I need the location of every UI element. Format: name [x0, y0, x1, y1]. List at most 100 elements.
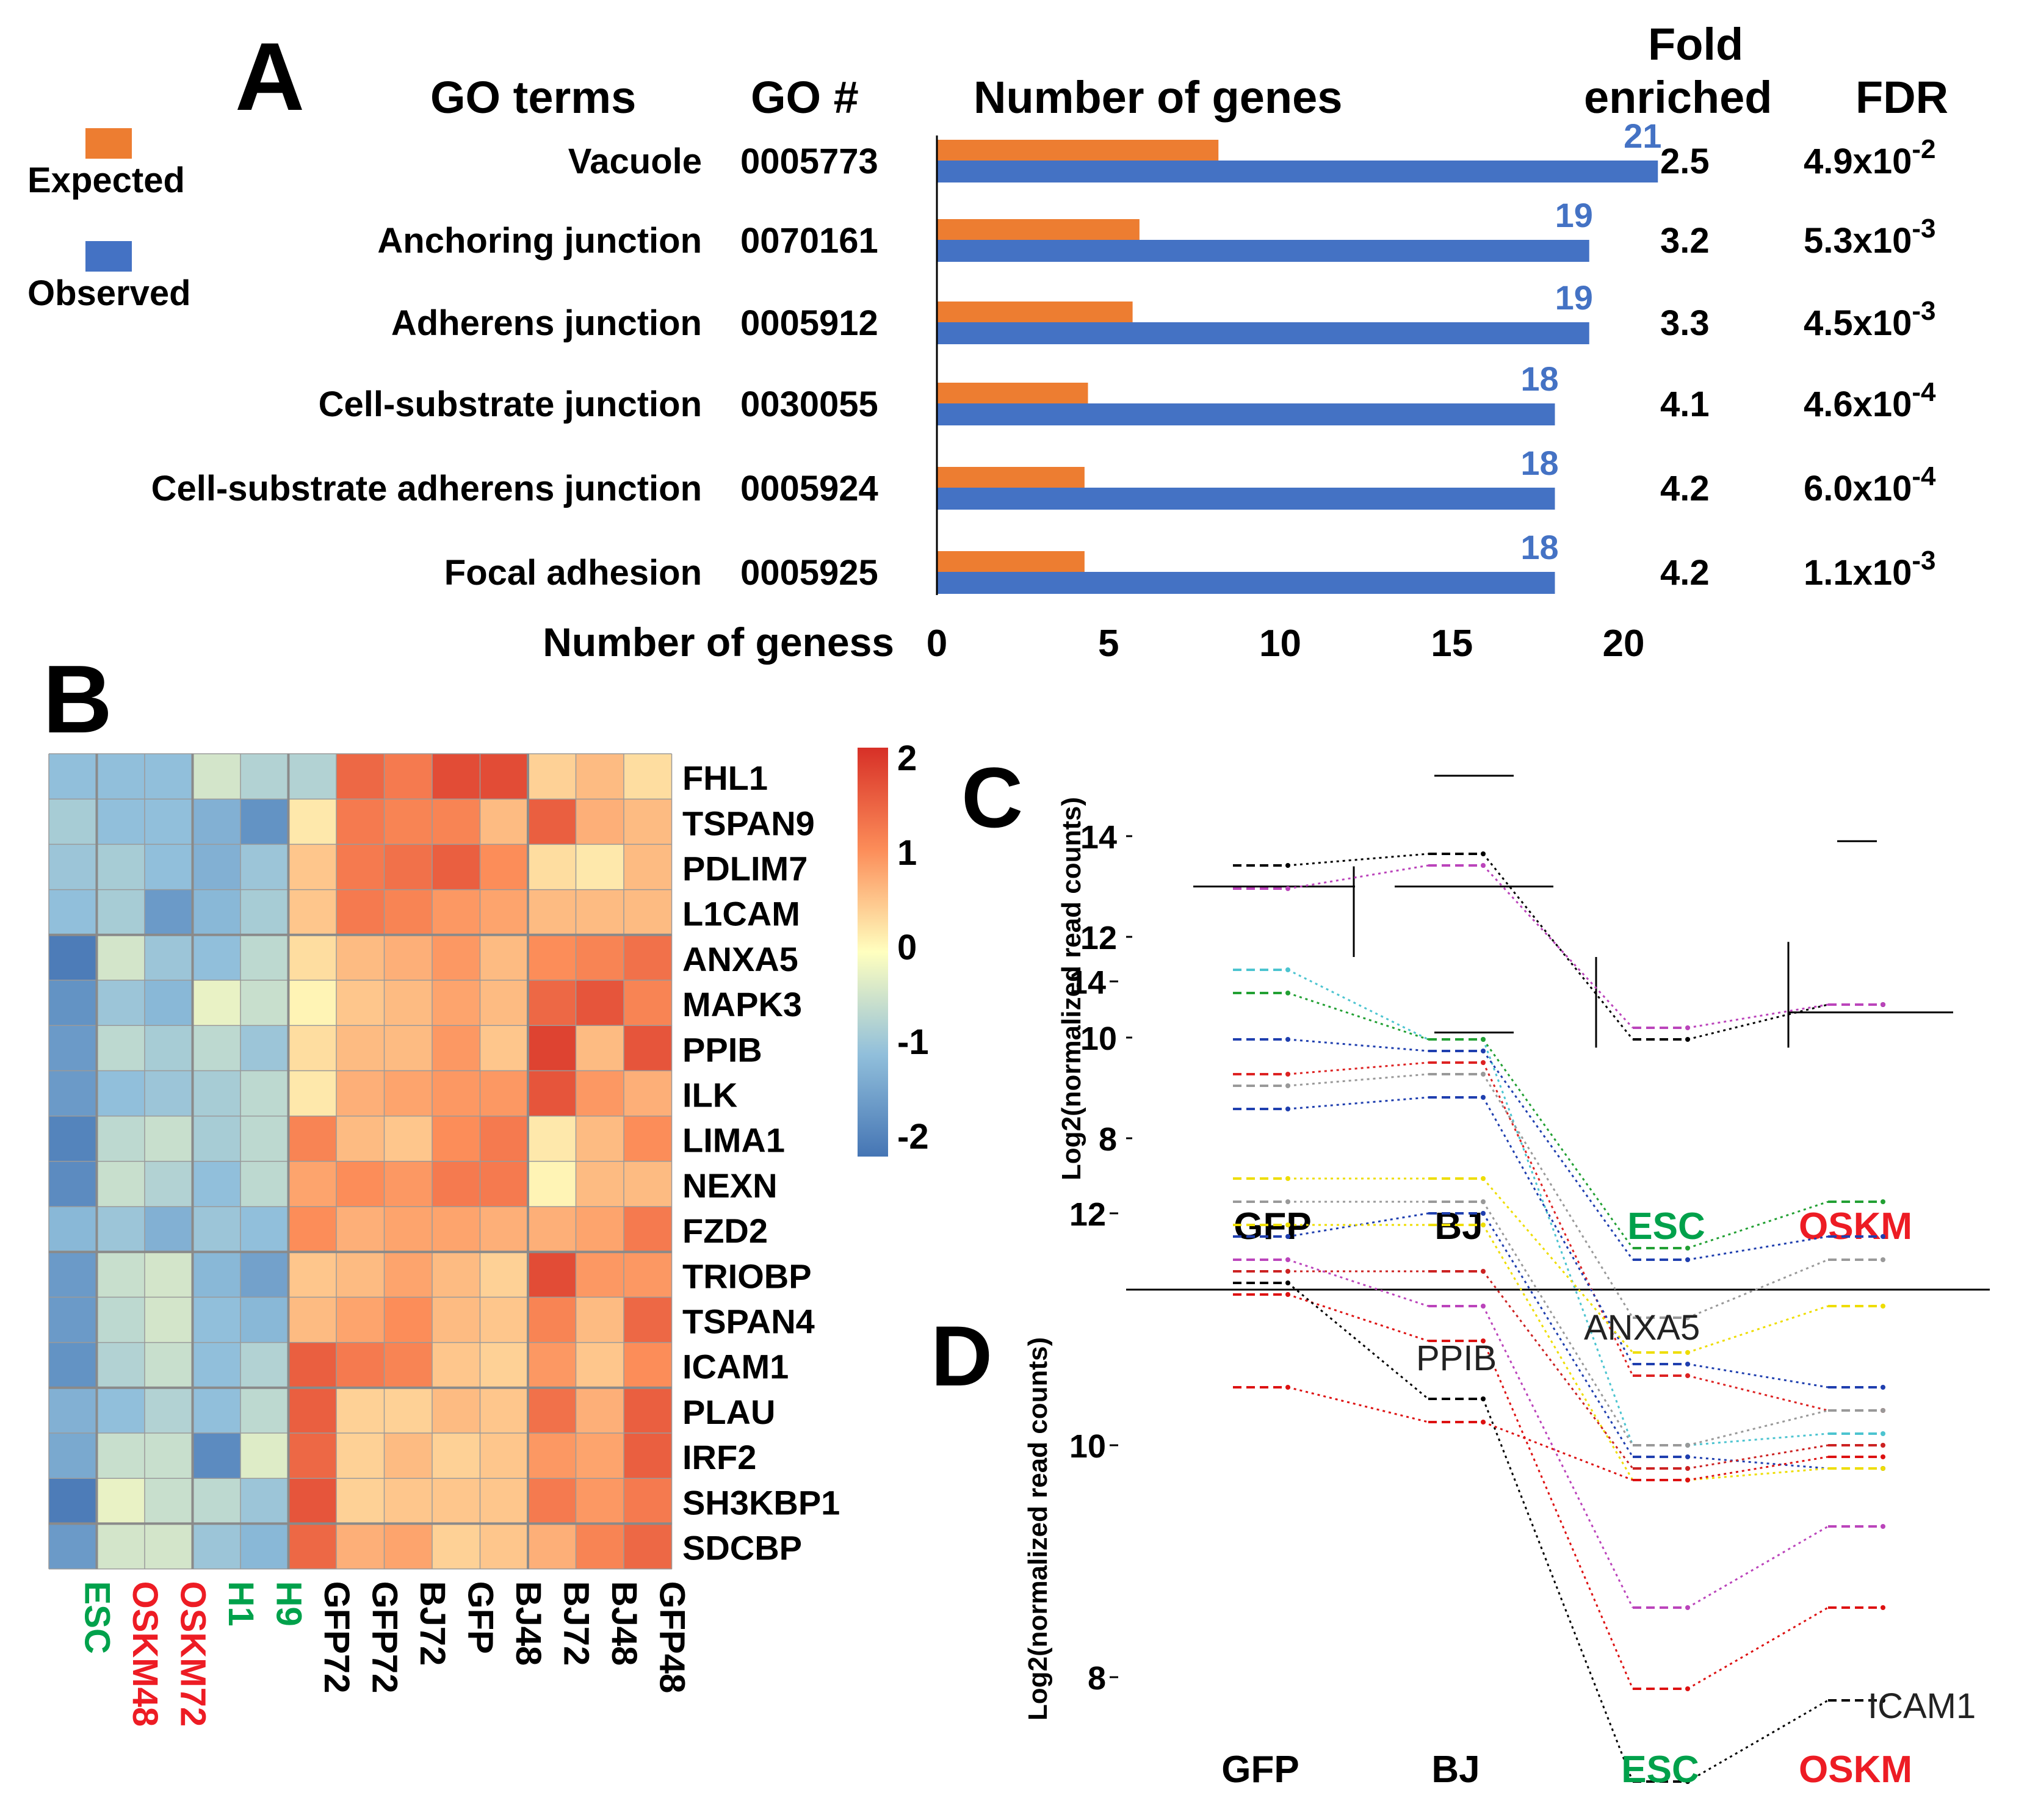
d-data-point	[1481, 1396, 1486, 1401]
heatmap-cell	[432, 1071, 481, 1117]
header-enriched: enriched	[1584, 72, 1772, 123]
d-data-point	[1285, 886, 1290, 891]
d-connector-line	[1482, 1074, 1634, 1318]
d-data-point	[1285, 1385, 1290, 1390]
heatmap-cell	[336, 1207, 385, 1252]
d-plot: 8 10 12 14 GFP BJ ESC OSKM	[1069, 851, 1912, 1791]
go-term-label: Vacuole	[568, 142, 702, 181]
d-data-point	[1881, 1408, 1885, 1413]
heatmap-row-label: ILK	[682, 1076, 737, 1114]
d-y-axis-label: Log2(normalized read counts)	[1023, 1337, 1053, 1721]
heatmap-cell	[288, 1207, 337, 1252]
heatmap-cell	[49, 1433, 98, 1479]
x-tick-label: 0	[927, 623, 947, 665]
heatmap-cell	[384, 1387, 433, 1434]
heatmap-row-label: TRIOBP	[682, 1257, 812, 1295]
heatmap-cell	[145, 934, 193, 981]
heatmap-cell	[480, 1071, 529, 1117]
heatmap-cell	[49, 1342, 98, 1388]
header-fold: Fold	[1648, 19, 1743, 70]
d-connector-line	[1687, 1699, 1829, 1783]
heatmap-cell	[192, 754, 241, 800]
heatmap-cell	[49, 1523, 98, 1570]
heatmap-cell	[432, 1523, 481, 1570]
heatmap-cell	[576, 844, 624, 890]
heatmap-cell	[336, 1161, 385, 1207]
expected-bar	[937, 551, 1085, 572]
heatmap-cell	[480, 980, 529, 1026]
heatmap-cell	[624, 844, 673, 890]
heatmap-cell	[384, 1161, 433, 1207]
header-go-terms: GO terms	[430, 72, 636, 123]
heatmap-column-label: GFP	[460, 1581, 500, 1654]
fdr-value: 4.5x10-3	[1804, 296, 1936, 343]
heatmap-column-labels: ESC OSKM48 OSKM72 H1 H9 GFP72 GFP72 BJ72 GFP BJ48…	[77, 1581, 692, 1727]
heatmap-cell	[528, 1252, 577, 1298]
heatmap-cell	[96, 889, 145, 936]
heatmap-cell	[49, 1161, 98, 1207]
d-data-point	[1481, 1095, 1486, 1100]
d-data-point	[1881, 1466, 1885, 1471]
d-data-point	[1285, 991, 1290, 995]
panel-label-a: A	[235, 23, 305, 131]
heatmap-cell	[145, 889, 193, 936]
d-connector-line	[1482, 1039, 1634, 1249]
d-data-point	[1685, 1025, 1690, 1030]
d-data-point	[1285, 1199, 1290, 1204]
d-data-point	[1285, 1257, 1290, 1262]
d-data-point	[1481, 1338, 1486, 1343]
d-data-point	[1481, 1037, 1486, 1042]
d-data-point	[1685, 1466, 1690, 1471]
heatmap-cell	[192, 799, 241, 845]
d-connector-line	[1482, 1271, 1634, 1469]
d-data-point	[1685, 1350, 1690, 1355]
heatmap-cell	[192, 1207, 241, 1252]
d-connector-line	[1687, 1305, 1829, 1354]
heatmap-cell	[288, 934, 337, 981]
go-number: 0030055	[740, 385, 878, 424]
d-data-point	[1881, 1199, 1885, 1204]
d-data-point	[1685, 1686, 1690, 1691]
heatmap-cell	[624, 1207, 673, 1252]
heatmap-cell	[288, 1342, 337, 1388]
d-data-point	[1481, 1060, 1486, 1065]
heatmap-cell	[145, 799, 193, 845]
heatmap-cell	[624, 1478, 673, 1524]
heatmap-cell	[336, 1297, 385, 1343]
d-data-point	[1481, 1269, 1486, 1274]
x-axis: Number of geness 0 5 10 15 20	[543, 135, 1644, 665]
d-data-point	[1285, 967, 1290, 972]
d-data-point	[1481, 1304, 1486, 1309]
d-data-point	[1285, 1292, 1290, 1297]
d-connector-line	[1482, 1340, 1634, 1689]
heatmap-cell	[432, 1252, 481, 1298]
heatmap-cell	[528, 1387, 577, 1434]
heatmap-cell	[624, 1161, 673, 1207]
d-data-point	[1285, 1107, 1290, 1111]
heatmap-cell	[192, 1342, 241, 1388]
heatmap-cell	[240, 1116, 289, 1162]
y-tick-label: 12	[1069, 1196, 1106, 1233]
d-group-label: ESC	[1621, 1749, 1699, 1791]
heatmap-cell	[288, 1387, 337, 1434]
d-data-point	[1685, 1478, 1690, 1482]
heatmap-cell	[432, 980, 481, 1026]
heatmap-row-label: SH3KBP1	[682, 1483, 840, 1522]
heatmap-row-labels: FHL1 TSPAN9 PDLIM7 L1CAM ANXA5 MAPK3 PPIB ILK LI…	[682, 759, 840, 1567]
heatmap-column-label: OSKM72	[173, 1581, 212, 1727]
heatmap-cell	[49, 889, 98, 936]
legend-observed-label: Observed	[27, 273, 191, 313]
heatmap-cell	[145, 1478, 193, 1524]
d-data-point	[1881, 1454, 1885, 1459]
observed-bar	[937, 322, 1589, 344]
d-data-point	[1285, 863, 1290, 868]
heatmap-cell	[528, 1116, 577, 1162]
heatmap-cell	[624, 1025, 673, 1071]
d-connector-line	[1687, 1606, 1829, 1690]
heatmap-cell	[432, 934, 481, 981]
d-data-point	[1881, 1698, 1885, 1703]
heatmap-cell	[576, 1252, 624, 1298]
heatmap-cell	[624, 799, 673, 845]
heatmap-cell	[240, 1433, 289, 1479]
heatmap-cell	[145, 1297, 193, 1343]
